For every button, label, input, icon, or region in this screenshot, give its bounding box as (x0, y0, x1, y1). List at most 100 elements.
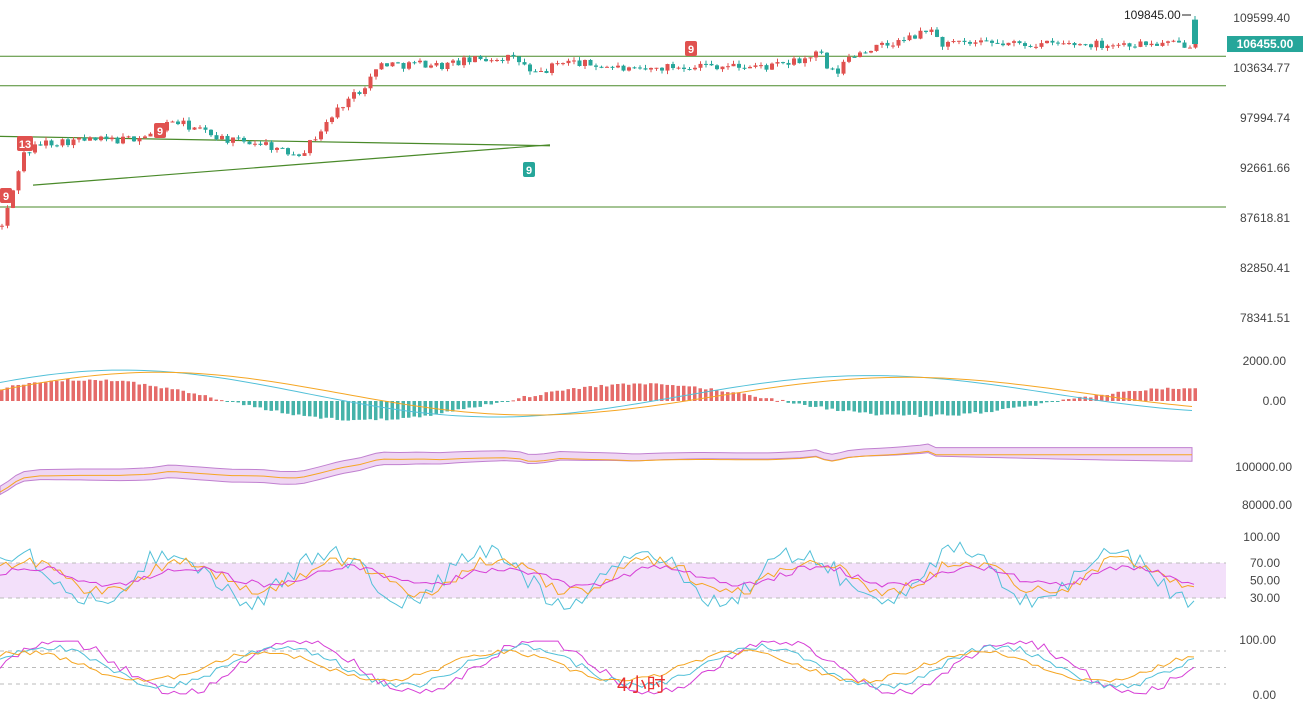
macd-bar (792, 401, 796, 404)
candle-body (99, 136, 103, 141)
candle-body (1138, 41, 1143, 47)
macd-bar (1039, 401, 1043, 404)
macd-bar (1144, 390, 1148, 401)
candle-body (5, 207, 10, 226)
macd-bar (1177, 389, 1181, 401)
macd-bar (874, 401, 878, 416)
candle-body (577, 60, 582, 66)
candle-body (588, 59, 593, 66)
macd-bar (209, 397, 213, 401)
macd-bar (313, 401, 317, 417)
macd-bar (671, 385, 675, 401)
macd-bar (192, 393, 196, 401)
rsi-axis-tick: 50.00 (1250, 574, 1280, 588)
candle-body (594, 65, 598, 67)
candle-body (11, 190, 15, 208)
candle-body (1116, 44, 1121, 46)
macd-bar (385, 401, 389, 421)
macd-bar (495, 401, 499, 403)
candle-body (786, 62, 791, 65)
candle-body (44, 140, 48, 146)
candle-body (698, 63, 703, 68)
candle-body (407, 62, 411, 69)
ma-line (0, 450, 1192, 493)
macd-bar (181, 390, 185, 401)
candle-body (1133, 46, 1137, 48)
candle-body (1034, 46, 1038, 48)
macd-bar (924, 401, 928, 416)
candle-body (308, 140, 312, 154)
macd-bar (1138, 390, 1142, 401)
candle-body (687, 69, 692, 71)
macd-bar (1105, 395, 1109, 401)
macd-bar (742, 393, 746, 401)
candle-body (918, 30, 923, 39)
macd-bar (445, 401, 449, 412)
candle-body (704, 63, 708, 65)
td-marker-label: 13 (19, 139, 31, 151)
macd-bar (561, 390, 565, 401)
candle-body (170, 121, 175, 123)
macd-bar (726, 392, 730, 401)
candle-body (16, 171, 21, 191)
macd-bar (368, 401, 372, 420)
macd-bar (236, 401, 240, 403)
macd-bar (660, 384, 664, 401)
macd-bar (176, 389, 180, 401)
macd-bar (704, 389, 708, 401)
macd-bar (231, 401, 235, 402)
macd-bar (528, 397, 532, 401)
candle-body (1028, 45, 1033, 47)
macd-bar (858, 401, 862, 413)
macd-bar (148, 385, 152, 401)
macd-bar (638, 383, 642, 401)
candle-body (874, 44, 879, 51)
candle-body (390, 62, 395, 67)
macd-bar (951, 401, 955, 416)
candle-body (363, 88, 367, 94)
macd-bar (737, 392, 741, 401)
macd-bar (1017, 401, 1021, 407)
macd-bar (709, 388, 713, 401)
timeframe-label: 4小时 (617, 674, 666, 696)
td-marker-label: 9 (3, 191, 9, 203)
macd-bar (852, 401, 856, 412)
candle-body (550, 63, 554, 73)
macd-bar (286, 401, 290, 414)
candle-body (583, 59, 587, 66)
candle-body (913, 35, 917, 39)
macd-bar (506, 401, 510, 402)
candle-body (55, 145, 59, 147)
candle-body (693, 67, 697, 70)
candle-body (27, 152, 32, 154)
macd-bar (698, 388, 702, 401)
macd-bar (137, 384, 141, 401)
macd-bar (258, 401, 262, 408)
candle-body (610, 66, 615, 68)
candle-body (495, 60, 499, 62)
ma-axis-tick: 100000.00 (1235, 460, 1292, 474)
kdj-axis-tick: 0.00 (1253, 688, 1277, 702)
candle-body (891, 45, 895, 47)
candle-body (759, 65, 763, 67)
price-axis-tick: 78341.51 (1240, 311, 1290, 325)
candle-body (176, 121, 180, 125)
macd-bar (863, 401, 867, 413)
candle-body (1050, 40, 1055, 43)
macd-bar (1122, 391, 1126, 401)
candle-body (748, 66, 752, 69)
macd-bar (49, 380, 53, 401)
macd-bar (764, 398, 768, 401)
macd-bar (1094, 394, 1098, 401)
macd-bar (676, 385, 680, 401)
macd-bar (396, 401, 400, 420)
macd-bar (759, 398, 763, 401)
macd-bar (753, 396, 757, 401)
macd-bar (632, 383, 636, 401)
macd-bar (275, 401, 279, 411)
candle-body (627, 67, 631, 71)
candle-body (880, 42, 884, 45)
candle-body (1171, 40, 1176, 42)
